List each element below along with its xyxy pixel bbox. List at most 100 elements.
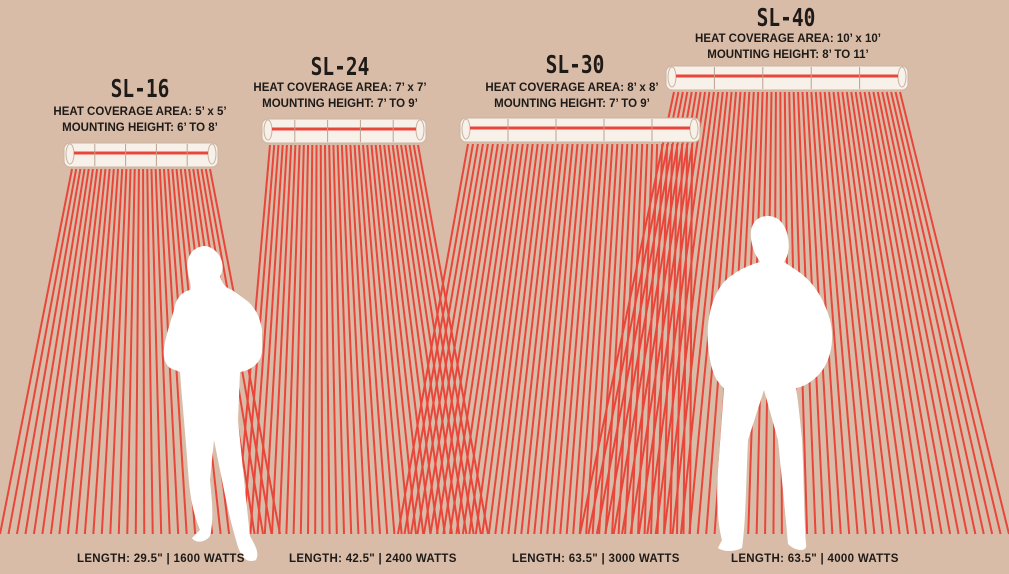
heat-ray bbox=[579, 91, 675, 535]
heat-ray bbox=[828, 91, 876, 535]
heat-ray bbox=[671, 91, 724, 535]
mounting-sl24: MOUNTING HEIGHT: 7’ TO 9’ bbox=[262, 98, 418, 110]
heat-ray bbox=[565, 143, 599, 535]
heat-ray bbox=[442, 143, 504, 535]
heat-ray bbox=[481, 143, 534, 535]
heat-ray bbox=[429, 143, 494, 535]
heat-ray bbox=[146, 168, 154, 535]
heat-ray bbox=[859, 91, 935, 535]
heat-ray bbox=[814, 91, 851, 535]
heat-ray bbox=[630, 143, 649, 535]
heat-ray bbox=[412, 144, 482, 535]
heat-ray bbox=[353, 144, 381, 535]
heat-ray bbox=[646, 91, 711, 535]
heat-ray bbox=[890, 91, 994, 535]
coverage-sl16: HEAT COVERAGE AREA: 5’ x 5’ bbox=[53, 106, 227, 118]
heat-ray bbox=[349, 144, 374, 535]
heat-ray bbox=[292, 144, 305, 535]
heat-ray bbox=[92, 168, 119, 535]
heat-ray bbox=[598, 143, 624, 535]
heat-ray bbox=[362, 144, 396, 535]
beam-group-2 bbox=[397, 143, 693, 535]
heat-ray bbox=[863, 91, 943, 535]
heat-ray bbox=[682, 143, 689, 535]
heat-ray bbox=[323, 144, 331, 535]
model-title-sl30: SL-30 bbox=[545, 50, 605, 79]
heat-ray bbox=[500, 143, 549, 535]
heat-ray bbox=[83, 168, 115, 535]
heat-ray bbox=[899, 91, 1009, 535]
model-title-sl24: SL-24 bbox=[310, 52, 370, 81]
heat-ray bbox=[0, 168, 73, 535]
heat-ray bbox=[154, 168, 171, 535]
heat-ray bbox=[319, 144, 324, 535]
heat-ray bbox=[366, 144, 403, 535]
heat-ray bbox=[552, 143, 589, 535]
heat-ray bbox=[448, 143, 509, 535]
heat-ray bbox=[416, 143, 484, 535]
heat-ray bbox=[836, 91, 893, 535]
heat-ray bbox=[404, 144, 468, 535]
heat-ray bbox=[591, 143, 619, 535]
heat-ray bbox=[867, 91, 952, 535]
heat-ray bbox=[872, 91, 960, 535]
heat-ray bbox=[357, 144, 389, 535]
heat-ray bbox=[58, 168, 103, 535]
heat-ray bbox=[679, 91, 729, 535]
heat-ray bbox=[885, 91, 985, 535]
heat-ray bbox=[314, 144, 318, 535]
heat-ray bbox=[278, 144, 297, 535]
heat-ray bbox=[572, 143, 604, 535]
heat-ray bbox=[435, 143, 499, 535]
heat-ray bbox=[654, 91, 715, 535]
heat-ray bbox=[823, 91, 867, 535]
length-sl24: LENGTH: 42.5" | 2400 WATTS bbox=[289, 553, 457, 565]
heat-ray bbox=[422, 143, 489, 535]
heat-ray bbox=[689, 143, 693, 535]
heat-ray bbox=[494, 143, 544, 535]
heat-ray bbox=[621, 91, 698, 535]
heat-ray bbox=[539, 143, 579, 535]
heat-ray bbox=[285, 144, 301, 535]
heat-ray bbox=[307, 144, 314, 535]
heat-ray bbox=[345, 144, 367, 535]
heat-ray bbox=[7, 168, 78, 535]
heat-ray bbox=[100, 168, 124, 535]
heat-ray bbox=[328, 144, 338, 535]
heat-ray bbox=[150, 168, 163, 535]
heat-ray bbox=[256, 144, 284, 535]
heat-ray bbox=[461, 143, 519, 535]
heat-ray bbox=[299, 144, 310, 535]
heat-ray bbox=[533, 143, 574, 535]
heat-ray bbox=[881, 91, 977, 535]
heat-ray bbox=[587, 91, 680, 535]
heat-ray bbox=[663, 91, 720, 535]
heat-ray bbox=[391, 144, 446, 535]
heat-ray bbox=[24, 168, 86, 535]
heat-ray bbox=[75, 168, 111, 535]
length-sl30: LENGTH: 63.5" | 3000 WATTS bbox=[512, 553, 680, 565]
heat-ray bbox=[513, 143, 559, 535]
heat-ray bbox=[604, 91, 689, 535]
heat-ray bbox=[585, 143, 614, 535]
heat-ray bbox=[263, 144, 288, 535]
beam-group-1 bbox=[235, 144, 489, 535]
coverage-sl40: HEAT COVERAGE AREA: 10’ x 10’ bbox=[695, 33, 881, 45]
heater-bar-icon bbox=[459, 117, 701, 143]
heat-ray bbox=[395, 144, 453, 535]
heat-ray bbox=[578, 143, 609, 535]
heat-ray bbox=[66, 168, 107, 535]
heat-ray bbox=[559, 143, 594, 535]
heat-ray bbox=[832, 91, 884, 535]
heat-ray bbox=[629, 91, 702, 535]
heat-ray bbox=[474, 143, 529, 535]
length-sl16: LENGTH: 29.5" | 1600 WATTS bbox=[77, 553, 245, 565]
heat-ray bbox=[894, 91, 1002, 535]
heat-ray bbox=[340, 144, 360, 535]
mounting-sl16: MOUNTING HEIGHT: 6’ TO 8’ bbox=[62, 122, 218, 134]
heat-ray bbox=[546, 143, 584, 535]
heat-ray bbox=[126, 168, 136, 535]
